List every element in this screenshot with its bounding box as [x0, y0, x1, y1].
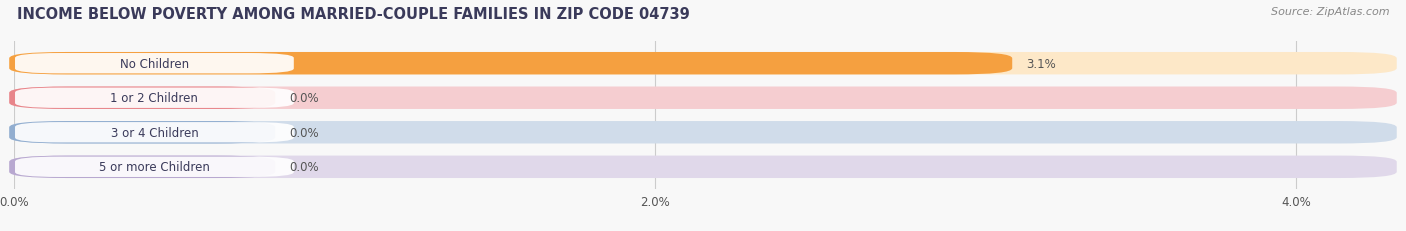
FancyBboxPatch shape: [10, 122, 1396, 144]
Text: 0.0%: 0.0%: [290, 126, 319, 139]
FancyBboxPatch shape: [10, 156, 276, 178]
Text: Source: ZipAtlas.com: Source: ZipAtlas.com: [1271, 7, 1389, 17]
FancyBboxPatch shape: [10, 87, 276, 109]
Text: 3.1%: 3.1%: [1026, 58, 1056, 70]
FancyBboxPatch shape: [10, 87, 1396, 109]
Text: 5 or more Children: 5 or more Children: [98, 161, 209, 173]
Text: 0.0%: 0.0%: [290, 92, 319, 105]
FancyBboxPatch shape: [15, 88, 294, 108]
FancyBboxPatch shape: [10, 156, 1396, 178]
FancyBboxPatch shape: [10, 53, 1012, 75]
FancyBboxPatch shape: [15, 157, 294, 177]
Text: 3 or 4 Children: 3 or 4 Children: [111, 126, 198, 139]
FancyBboxPatch shape: [15, 123, 294, 143]
Text: 1 or 2 Children: 1 or 2 Children: [111, 92, 198, 105]
FancyBboxPatch shape: [15, 54, 294, 74]
Text: INCOME BELOW POVERTY AMONG MARRIED-COUPLE FAMILIES IN ZIP CODE 04739: INCOME BELOW POVERTY AMONG MARRIED-COUPL…: [17, 7, 689, 22]
Text: No Children: No Children: [120, 58, 188, 70]
Text: 0.0%: 0.0%: [290, 161, 319, 173]
FancyBboxPatch shape: [10, 53, 1396, 75]
FancyBboxPatch shape: [10, 122, 276, 144]
